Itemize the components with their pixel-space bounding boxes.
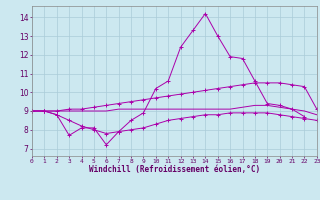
X-axis label: Windchill (Refroidissement éolien,°C): Windchill (Refroidissement éolien,°C) (89, 165, 260, 174)
